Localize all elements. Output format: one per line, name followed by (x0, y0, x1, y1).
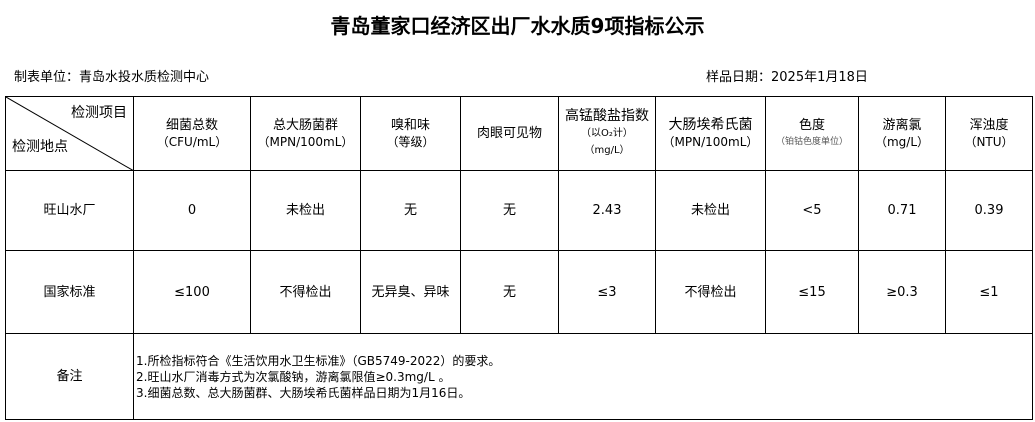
header-name: 大肠埃希氏菌 (668, 116, 753, 133)
header-name: 细菌总数 (165, 117, 218, 133)
cell: 无 (360, 170, 461, 251)
header-unit: （CFU/mL） (156, 134, 228, 149)
cell: 0.39 (945, 170, 1033, 251)
header-unit: （mg/L） (874, 134, 930, 149)
header-unit: （等级） (386, 134, 435, 149)
cell: ≤100 (133, 250, 251, 334)
header-name: 高锰酸盐指数 (565, 108, 649, 124)
note-line: 3.细菌总数、总大肠菌群、大肠埃希氏菌样品日期为1月16日。 (136, 385, 471, 400)
issuing-unit: 制表单位：青岛水投水质检测中心 (14, 70, 210, 85)
header-name: 总大肠菌群 (272, 117, 338, 133)
cell: ≤15 (765, 250, 859, 334)
header-name: 游离氯 (882, 117, 922, 133)
water-quality-table: 检测项目 检测地点 细菌总数 （CFU/mL） 总大肠菌群 （MPN/100mL） … (5, 96, 1033, 420)
cell: ≤1 (945, 250, 1033, 334)
header-unit: （铂钴色度单位） (775, 136, 848, 147)
header-cell: 高锰酸盐指数 （以O₂计） （mg/L） (558, 96, 656, 171)
cell: 无 (460, 250, 559, 334)
header-unit: （MPN/100mL） (257, 134, 354, 149)
cell: 无 (460, 170, 559, 251)
header-unit: （以O₂计） (581, 128, 633, 139)
cell: 0 (133, 170, 251, 251)
note-line: 1.所检指标符合《生活饮用水卫生标准》（GB5749-2022）的要求。 (136, 353, 501, 368)
note-line: 2.旺山水厂消毒方式为次氯酸钠，游离氯限值≥0.3mg/L 。 (136, 369, 451, 384)
header-unit: （MPN/100mL） (662, 134, 759, 149)
header-cell: 总大肠菌群 （MPN/100mL） (250, 96, 361, 171)
header-name: 浑浊度 (969, 117, 1009, 133)
header-unit: （mg/L） (584, 145, 630, 156)
row-label: 国家标准 (5, 250, 134, 334)
row-label: 旺山水厂 (5, 170, 134, 251)
header-cell: 肉眼可见物 (460, 96, 559, 171)
corner-top-label: 检测项目 (71, 105, 127, 121)
header-cell: 色度 （铂钴色度单位） (765, 96, 859, 171)
cell: 无异臭、异味 (360, 250, 461, 334)
cell: 未检出 (655, 170, 766, 251)
cell: <5 (765, 170, 859, 251)
header-cell: 细菌总数 （CFU/mL） (133, 96, 251, 171)
header-cell: 嗅和味 （等级） (360, 96, 461, 171)
header-cell: 大肠埃希氏菌 （MPN/100mL） (655, 96, 766, 171)
cell: 0.71 (858, 170, 946, 251)
table-row: 国家标准 ≤100 不得检出 无异臭、异味 无 ≤3 不得检出 ≤15 ≥0.3… (5, 250, 1033, 334)
cell: 未检出 (250, 170, 361, 251)
table-row: 旺山水厂 0 未检出 无 无 2.43 未检出 <5 0.71 0.39 (5, 170, 1033, 251)
header-name: 嗅和味 (390, 117, 430, 133)
header-name: 肉眼可见物 (476, 126, 542, 141)
notes-row: 备注 1.所检指标符合《生活饮用水卫生标准》（GB5749-2022）的要求。 … (5, 333, 1033, 420)
diagonal-line (6, 97, 134, 171)
cell: 不得检出 (655, 250, 766, 334)
header-cell: 浑浊度 （NTU） (945, 96, 1033, 171)
page-title: 青岛董家口经济区出厂水水质9项指标公示 (330, 14, 705, 38)
cell: ≥0.3 (858, 250, 946, 334)
sample-date: 样品日期：2025年1月18日 (706, 70, 868, 85)
cell: 不得检出 (250, 250, 361, 334)
cell: 2.43 (558, 170, 656, 251)
header-row: 检测项目 检测地点 细菌总数 （CFU/mL） 总大肠菌群 （MPN/100mL） … (5, 96, 1033, 171)
cell: ≤3 (558, 250, 656, 334)
notes-content: 1.所检指标符合《生活饮用水卫生标准》（GB5749-2022）的要求。 2.旺… (133, 333, 1033, 420)
corner-bottom-label: 检测地点 (12, 139, 68, 155)
header-name: 色度 (798, 117, 825, 133)
corner-cell: 检测项目 检测地点 (5, 96, 134, 171)
header-cell: 游离氯 （mg/L） (858, 96, 946, 171)
notes-label: 备注 (5, 333, 134, 420)
header-unit: （NTU） (964, 134, 1014, 149)
